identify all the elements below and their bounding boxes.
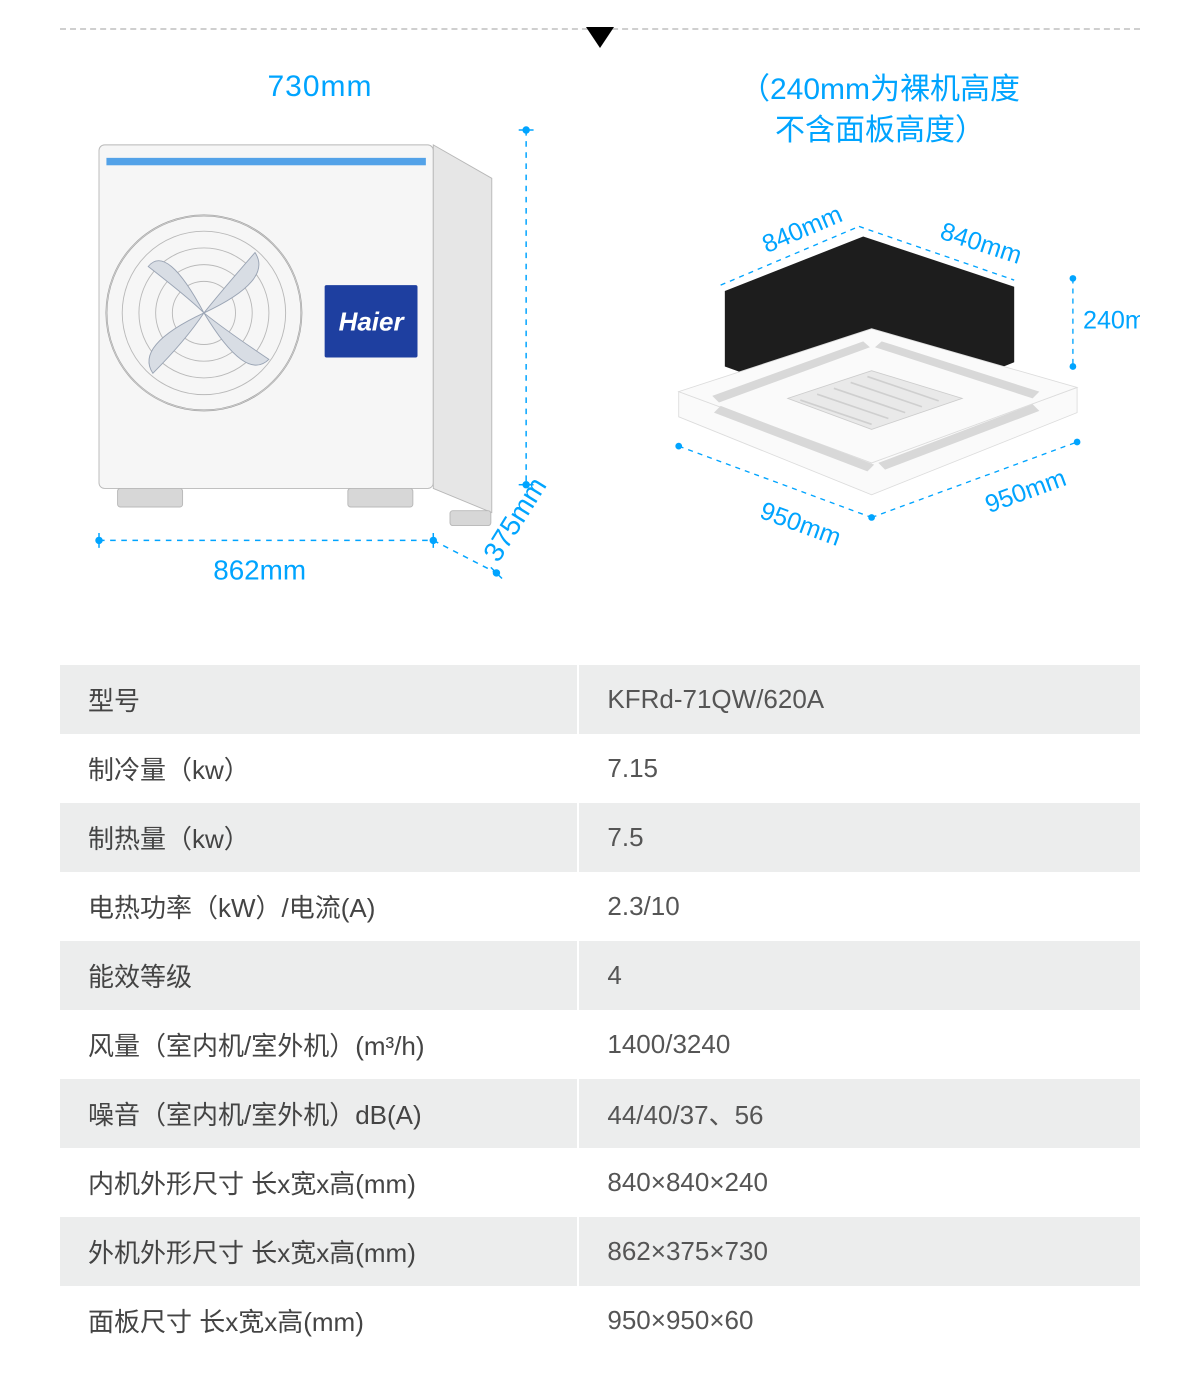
outdoor-unit-diagram: 730mm xyxy=(60,70,580,605)
spec-value: 44/40/37、56 xyxy=(578,1079,1140,1148)
brand-logo-text: Haier xyxy=(339,307,406,337)
spec-value: 862×375×730 xyxy=(578,1217,1140,1286)
spec-label: 外机外形尺寸 长x宽x高(mm) xyxy=(60,1217,578,1286)
spec-label: 内机外形尺寸 长x宽x高(mm) xyxy=(60,1148,578,1217)
spec-value: 950×950×60 xyxy=(578,1286,1140,1355)
indoor-note-line1: （240mm为裸机高度 xyxy=(740,73,1020,106)
indoor-note: （240mm为裸机高度 不含面板高度） xyxy=(620,70,1140,151)
outdoor-height-label: 730mm xyxy=(60,70,580,104)
indoor-body-w-label: 840mm xyxy=(937,217,1025,270)
pointer-down-icon xyxy=(586,27,614,48)
table-row: 面板尺寸 长x宽x高(mm)950×950×60 xyxy=(60,1286,1140,1355)
spec-value: 4 xyxy=(578,941,1140,1010)
spec-label: 风量（室内机/室外机）(m³/h) xyxy=(60,1010,578,1079)
spec-value: 1400/3240 xyxy=(578,1010,1140,1079)
spec-label: 电热功率（kW）/电流(A) xyxy=(60,872,578,941)
indoor-body-h-label: 240mm xyxy=(1083,307,1140,335)
spec-label: 制热量（kw） xyxy=(60,803,578,872)
spec-label: 能效等级 xyxy=(60,941,578,1010)
indoor-note-line2: 不含面板高度） xyxy=(775,114,985,147)
indoor-unit-diagram: （240mm为裸机高度 不含面板高度） 840mm 840mm 240mm xyxy=(620,70,1140,597)
table-row: 制热量（kw）7.5 xyxy=(60,803,1140,872)
spec-label: 制冷量（kw） xyxy=(60,734,578,803)
dimension-diagrams: 730mm xyxy=(60,70,1140,605)
spec-table: 型号KFRd-71QW/620A制冷量（kw）7.15制热量（kw）7.5电热功… xyxy=(60,665,1140,1355)
spec-value: 7.15 xyxy=(578,734,1140,803)
spec-label: 噪音（室内机/室外机）dB(A) xyxy=(60,1079,578,1148)
table-row: 风量（室内机/室外机）(m³/h)1400/3240 xyxy=(60,1010,1140,1079)
section-divider xyxy=(60,28,1140,30)
spec-value: KFRd-71QW/620A xyxy=(578,665,1140,734)
spec-label: 型号 xyxy=(60,665,578,734)
table-row: 内机外形尺寸 长x宽x高(mm)840×840×240 xyxy=(60,1148,1140,1217)
indoor-panel-w-label: 950mm xyxy=(756,497,844,552)
outdoor-width-label: 862mm xyxy=(213,554,306,585)
spec-value: 7.5 xyxy=(578,803,1140,872)
table-row: 制冷量（kw）7.15 xyxy=(60,734,1140,803)
spec-value: 2.3/10 xyxy=(578,872,1140,941)
table-row: 电热功率（kW）/电流(A)2.3/10 xyxy=(60,872,1140,941)
table-row: 外机外形尺寸 长x宽x高(mm)862×375×730 xyxy=(60,1217,1140,1286)
table-row: 噪音（室内机/室外机）dB(A)44/40/37、56 xyxy=(60,1079,1140,1148)
spec-label: 面板尺寸 长x宽x高(mm) xyxy=(60,1286,578,1355)
table-row: 型号KFRd-71QW/620A xyxy=(60,665,1140,734)
table-row: 能效等级4 xyxy=(60,941,1140,1010)
spec-value: 840×840×240 xyxy=(578,1148,1140,1217)
